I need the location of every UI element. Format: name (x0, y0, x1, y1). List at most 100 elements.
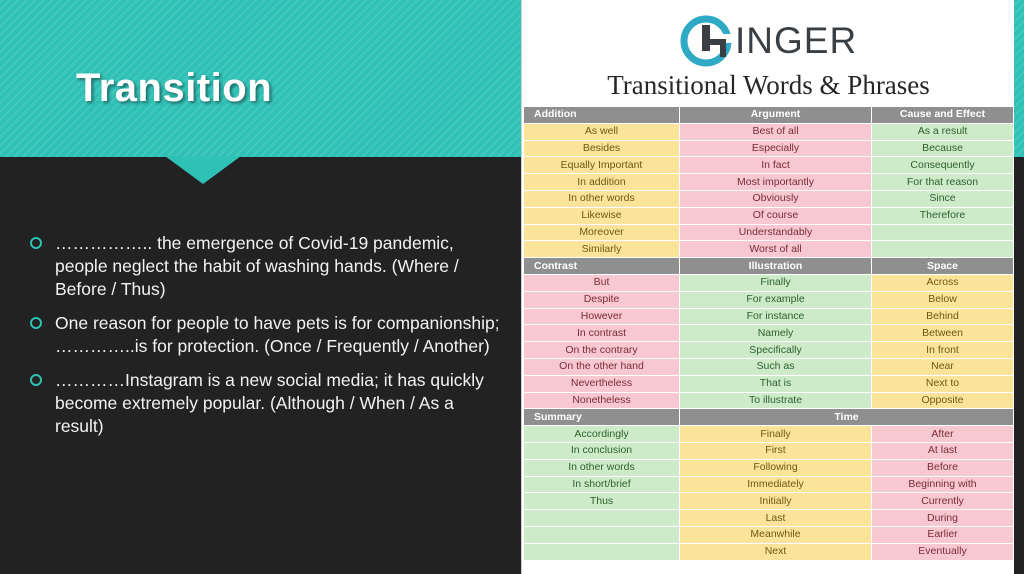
bullet-item-1: …………….. the emergence of Covid-19 pandem… (30, 232, 500, 301)
table-cell: Likewise (523, 206, 680, 225)
bullet-text: …………Instagram is a new social media; it … (55, 370, 484, 436)
bullet-item-2: One reason for people to have pets is fo… (30, 312, 500, 358)
table-cell: On the other hand (523, 357, 680, 376)
table-cell: Equally Important (523, 156, 680, 175)
table-cell: Before (871, 458, 1014, 477)
table-row: In contrast Namely Between (523, 324, 1014, 343)
table-cell: First (679, 441, 872, 460)
table-row: Besides Especially Because (523, 139, 1014, 158)
table-cell: Beginning with (871, 475, 1014, 494)
table-cell: Meanwhile (679, 525, 872, 544)
table-cell: Between (871, 324, 1014, 343)
table-cell: Next to (871, 374, 1014, 393)
table-cell: That is (679, 374, 872, 393)
banner-notch (165, 156, 241, 184)
table-cell: In addition (523, 173, 680, 191)
bullet-text: One reason for people to have pets is fo… (55, 313, 500, 356)
column-header: Time (679, 408, 1014, 427)
table-row: Accordingly Finally After (523, 425, 1014, 443)
table-cell: As a result (871, 122, 1014, 141)
column-header: Addition (523, 106, 680, 124)
table-cell: Last (679, 509, 872, 527)
table-cell: Namely (679, 324, 872, 343)
table-cell: Despite (523, 290, 680, 309)
table-row: Moreover Understandably (523, 223, 1014, 242)
table-cell: Specifically (679, 341, 872, 359)
bullet-text: …………….. the emergence of Covid-19 pandem… (55, 233, 459, 299)
table-cell (523, 525, 680, 544)
table-cell: During (871, 509, 1014, 527)
table-cell: Since (871, 189, 1014, 208)
infographic-title: Transitional Words & Phrases (607, 70, 930, 100)
table-row: Equally Important In fact Consequently (523, 156, 1014, 175)
table-row: However For instance Behind (523, 307, 1014, 326)
column-header: Cause and Effect (871, 106, 1014, 124)
table-cell: Currently (871, 492, 1014, 511)
column-header: Summary (523, 408, 680, 427)
column-header: Argument (679, 106, 872, 124)
infographic-panel: INGER Transitional Words & Phrases Addit… (521, 0, 1014, 574)
table-cell: Similarly (523, 240, 680, 259)
table-cell: Initially (679, 492, 872, 511)
table-row: Last During (523, 509, 1014, 527)
table-cell: After (871, 425, 1014, 443)
table-header-row: Addition Argument Cause and Effect (523, 106, 1014, 124)
table-cell: Immediately (679, 475, 872, 494)
table-cell: Near (871, 357, 1014, 376)
table-cell: Because (871, 139, 1014, 158)
table-cell: For instance (679, 307, 872, 326)
logo-wordmark: INGER (735, 20, 858, 61)
table-cell: In contrast (523, 324, 680, 343)
table-row: Similarly Worst of all (523, 240, 1014, 259)
table-cell: At last (871, 441, 1014, 460)
table-row: On the contrary Specifically In front (523, 341, 1014, 359)
table-row: Nonetheless To illustrate Opposite (523, 391, 1014, 410)
table-cell: Understandably (679, 223, 872, 242)
table-cell: Eventually (871, 542, 1014, 561)
table-header-row: Contrast Illustration Space (523, 257, 1014, 275)
table-cell: Finally (679, 425, 872, 443)
table-cell: Moreover (523, 223, 680, 242)
table-row: Thus Initially Currently (523, 492, 1014, 511)
table-cell: In front (871, 341, 1014, 359)
table-cell: However (523, 307, 680, 326)
table-cell: In other words (523, 458, 680, 477)
slide-title: Transition (76, 66, 273, 110)
bullet-circle-icon (30, 317, 42, 329)
table-row: In short/brief Immediately Beginning with (523, 475, 1014, 494)
table-cell: Besides (523, 139, 680, 158)
bullet-circle-icon (30, 374, 42, 386)
table-cell: To illustrate (679, 391, 872, 410)
table-cell: Below (871, 290, 1014, 309)
table-cell: Especially (679, 139, 872, 158)
ginger-logo: INGER (679, 13, 857, 69)
table-cell: On the contrary (523, 341, 680, 359)
table-cell: Consequently (871, 156, 1014, 175)
table-cell: Obviously (679, 189, 872, 208)
table-cell: Behind (871, 307, 1014, 326)
table-cell: Worst of all (679, 240, 872, 259)
table-row: In conclusion First At last (523, 441, 1014, 460)
table-row: Next Eventually (523, 542, 1014, 561)
table-cell: Therefore (871, 206, 1014, 225)
table-cell: As well (523, 122, 680, 141)
table-row: But Finally Across (523, 273, 1014, 292)
table-header-row: Summary Time (523, 408, 1014, 427)
table-cell: In fact (679, 156, 872, 175)
table-cell (523, 509, 680, 527)
table-row: Despite For example Below (523, 290, 1014, 309)
table-cell: Next (679, 542, 872, 561)
bullet-circle-icon (30, 237, 42, 249)
table-cell: Thus (523, 492, 680, 511)
column-header: Illustration (679, 257, 872, 275)
table-cell: Of course (679, 206, 872, 225)
bullet-item-3: …………Instagram is a new social media; it … (30, 369, 500, 438)
table-cell: Following (679, 458, 872, 477)
table-row: On the other hand Such as Near (523, 357, 1014, 376)
table-row: In other words Following Before (523, 458, 1014, 477)
table-cell: Nevertheless (523, 374, 680, 393)
table-cell: Such as (679, 357, 872, 376)
table-cell: Most importantly (679, 173, 872, 191)
table-cell: But (523, 273, 680, 292)
bullet-list: …………….. the emergence of Covid-19 pandem… (30, 232, 500, 449)
